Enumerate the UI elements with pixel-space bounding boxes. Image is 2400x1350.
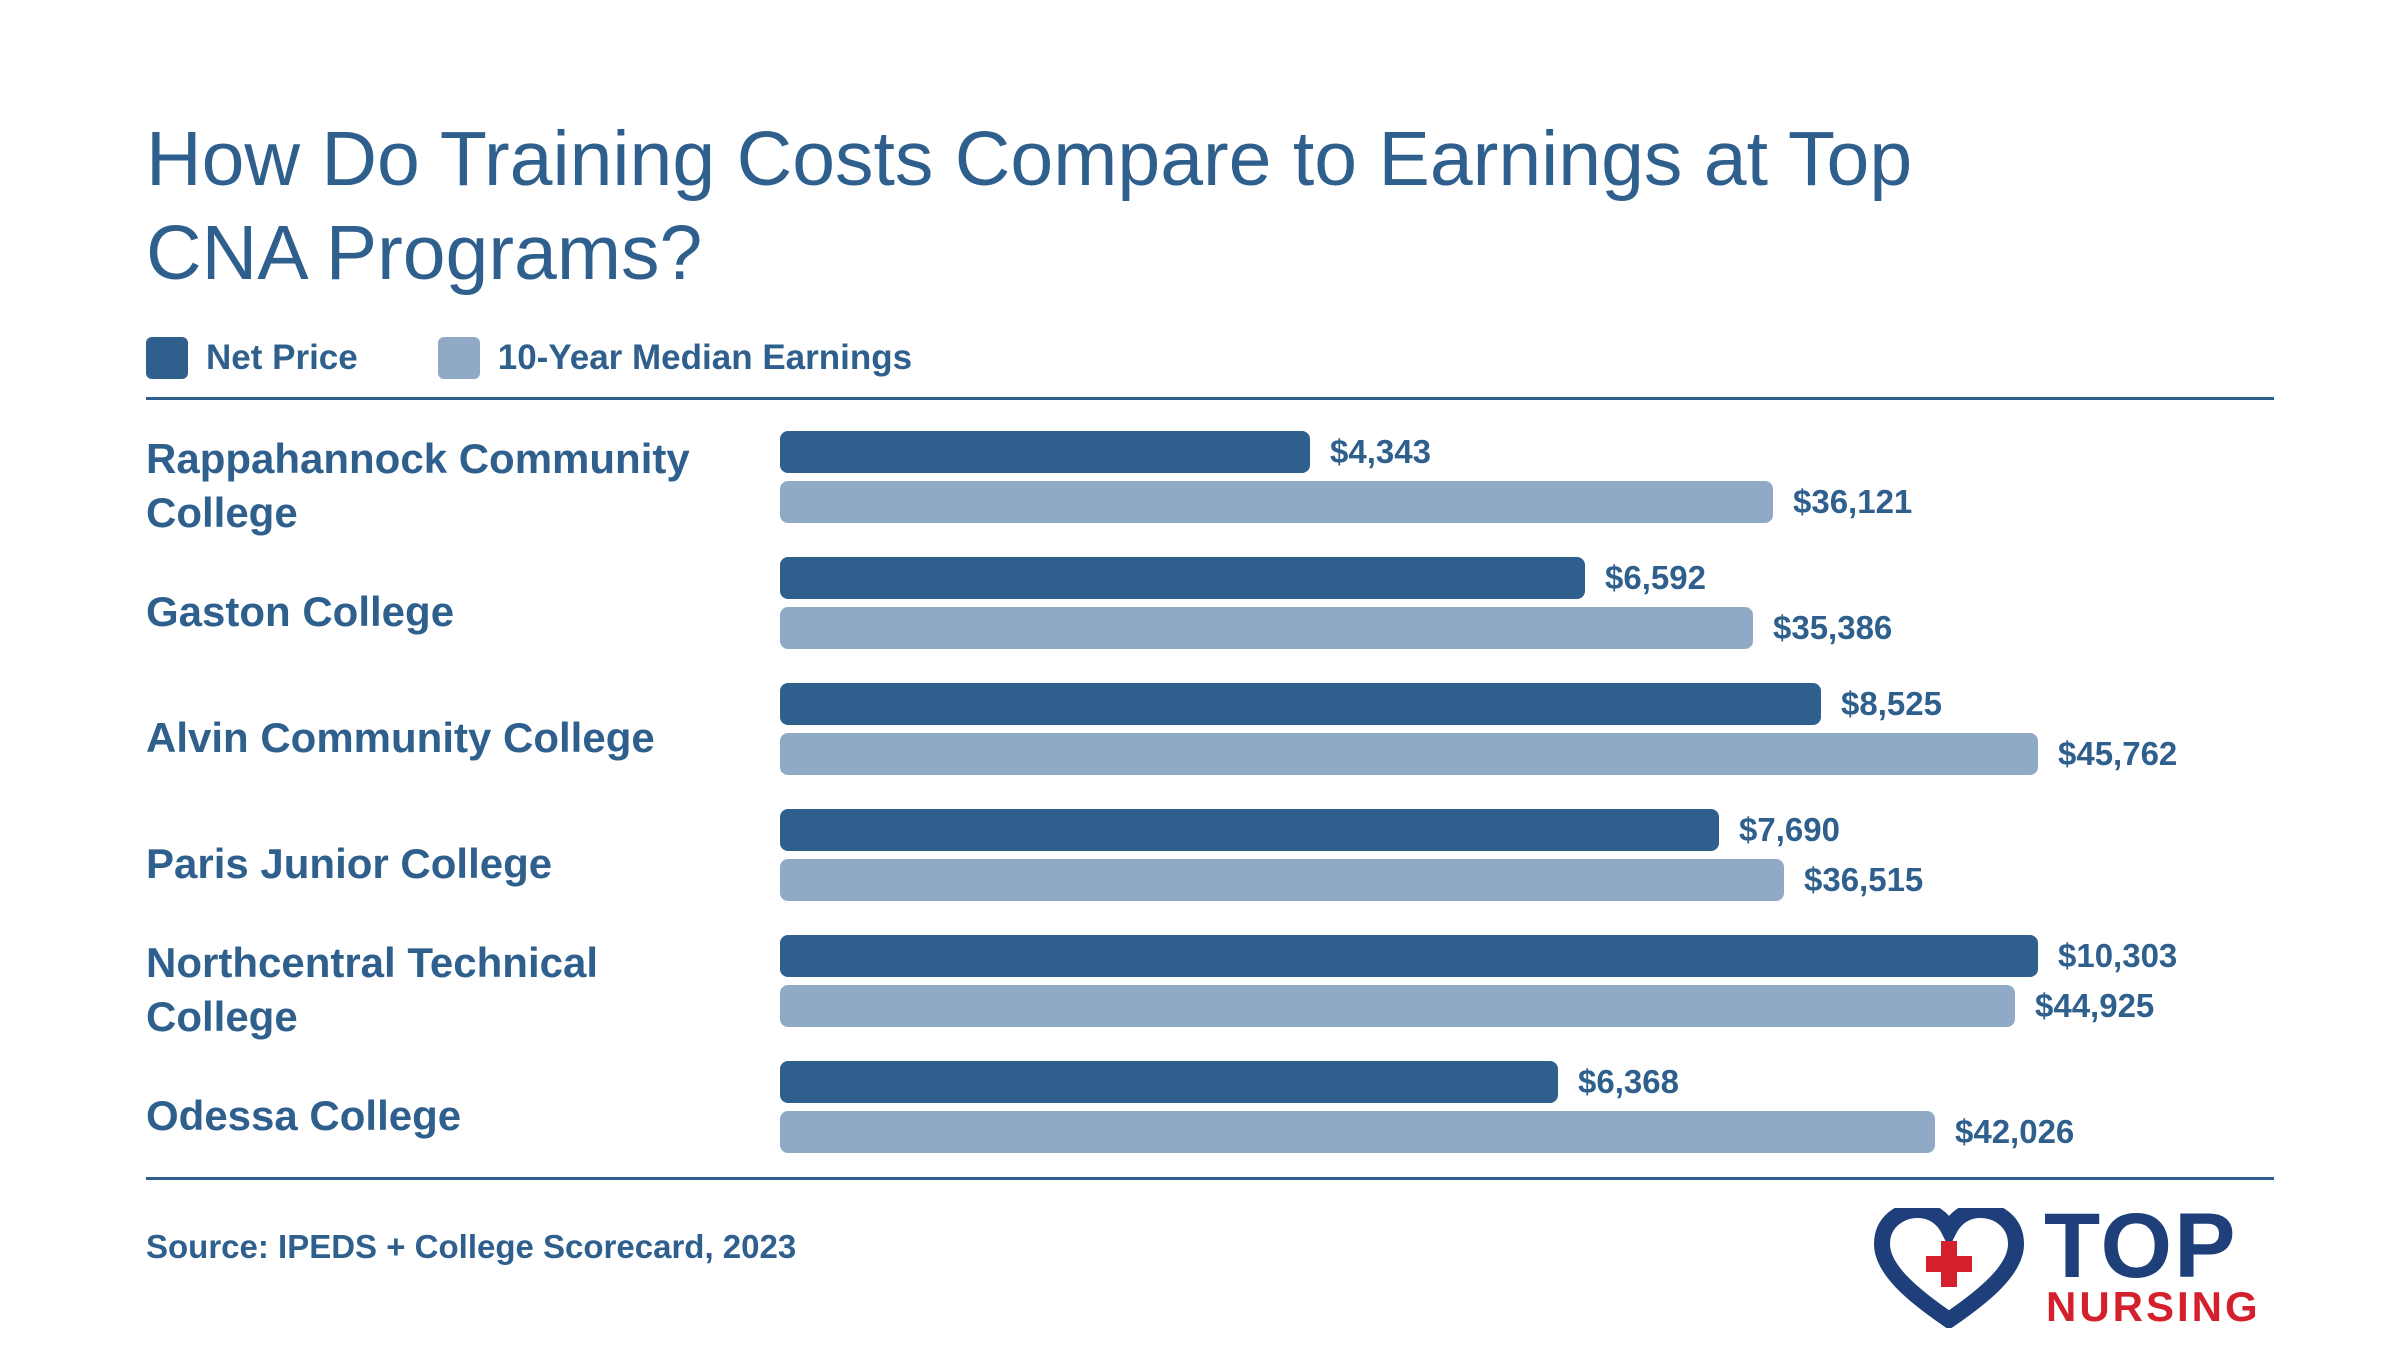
source-note: Source: IPEDS + College Scorecard, 2023: [146, 1228, 797, 1265]
category-label: Paris Junior College: [146, 840, 553, 887]
chart-row: Odessa College $6,368 $42,026: [0, 1061, 2400, 1171]
bar-earnings: [780, 859, 1784, 901]
legend-swatch-net-price: [146, 337, 188, 379]
bar-earnings: [780, 733, 2038, 775]
category-label: Alvin Community College: [146, 714, 655, 761]
value-label-earnings: $36,121: [1793, 483, 1913, 520]
bar-net-price: [780, 431, 1310, 473]
category-label: Odessa College: [146, 1092, 462, 1139]
legend-swatch-earnings: [437, 337, 480, 379]
bar-net-price: [780, 935, 2038, 977]
bar-net-price: [780, 809, 1719, 851]
chart-row: Gaston College $6,592 $35,386: [0, 557, 2400, 667]
value-label-net-price: $8,525: [1841, 685, 1942, 722]
bar-earnings: [780, 1111, 1935, 1153]
legend-label-earnings: 10-Year Median Earnings: [497, 338, 913, 377]
legend-item-earnings: 10-Year Median Earnings: [437, 337, 913, 379]
value-label-earnings: $35,386: [1773, 609, 1893, 646]
category-label: Rappahannock Community College: [146, 435, 690, 536]
bar-earnings: [780, 985, 2015, 1027]
bar-earnings: [780, 481, 1773, 523]
chart-row: Rappahannock Community College $4,343 $36,…: [0, 431, 2400, 541]
value-label-net-price: $7,690: [1739, 811, 1840, 848]
top-divider: [146, 397, 2274, 400]
value-label-earnings: $42,026: [1955, 1113, 2075, 1150]
value-label-net-price: $6,368: [1578, 1063, 1679, 1100]
bar-net-price: [780, 683, 1821, 725]
value-label-earnings: $45,762: [2058, 735, 2178, 772]
chart-row: Northcentral Technical College $10,303 $44…: [0, 935, 2400, 1045]
bar-net-price: [780, 557, 1585, 599]
bar-earnings: [780, 607, 1753, 649]
bar-net-price: [780, 1061, 1558, 1103]
value-label-earnings: $36,515: [1804, 861, 1924, 898]
category-label: Gaston College: [146, 588, 455, 635]
value-label-net-price: $10,303: [2058, 937, 2178, 974]
heart-cross-icon: [1873, 1201, 2025, 1330]
logo-wordmark-nursing: NURSING: [2046, 1283, 2261, 1330]
category-label: Northcentral Technical College: [146, 939, 598, 1040]
logo-wordmark-top: TOP: [2044, 1195, 2238, 1297]
chart-row: Paris Junior College $7,690 $36,515: [0, 809, 2400, 919]
value-label-net-price: $4,343: [1330, 433, 1431, 470]
value-label-earnings: $44,925: [2035, 987, 2155, 1024]
chart-title: How Do Training Costs Compare to Earning…: [146, 116, 1913, 296]
top-nursing-logo: TOP NURSING: [1873, 1200, 2274, 1330]
bottom-divider: [146, 1177, 2274, 1180]
value-label-net-price: $6,592: [1605, 559, 1706, 596]
legend-label-net-price: Net Price: [206, 338, 358, 377]
chart-row: Alvin Community College $8,525 $45,762: [0, 683, 2400, 793]
legend-item-net-price: Net Price: [146, 337, 358, 379]
legend: Net Price 10-Year Median Earnings: [146, 335, 992, 381]
